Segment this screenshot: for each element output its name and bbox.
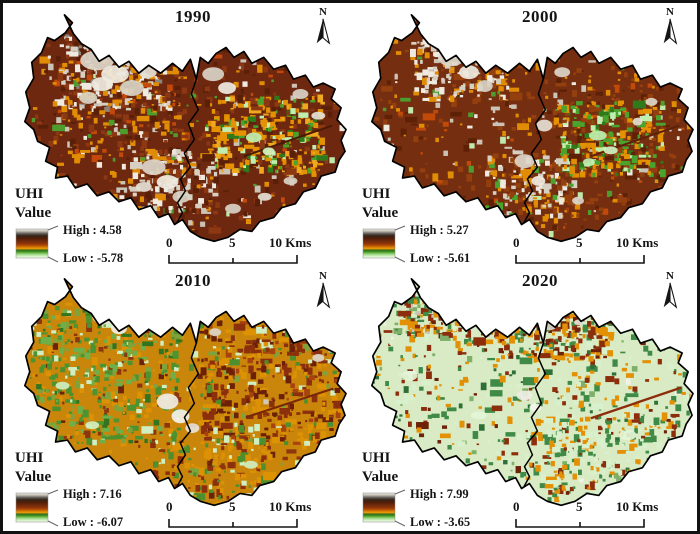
- map-legend: UHI Value High : 7.99 Low : -3.65: [362, 450, 470, 529]
- panel-2000: 2000 N UHI Value High : 5.27 Low : -5.61: [350, 3, 697, 267]
- scale-label-5: 5: [229, 499, 236, 514]
- legend-color-ramp: [362, 489, 406, 527]
- panel-2020: 2020 N UHI Value High : 7.99 Low : -3.65: [350, 267, 697, 531]
- scale-bar: 0 5 10 Kms: [510, 236, 680, 267]
- scale-label-10: 10 Kms: [269, 499, 312, 514]
- scale-label-5: 5: [576, 235, 583, 250]
- scale-label-5: 5: [576, 499, 583, 514]
- map-legend: UHI Value High : 7.16 Low : -6.07: [15, 450, 123, 529]
- scale-label-10: 10 Kms: [616, 499, 659, 514]
- legend-low-value: Low : -6.07: [63, 514, 124, 529]
- north-arrow-icon: [316, 18, 331, 45]
- legend-high-value: High : 7.16: [63, 486, 122, 501]
- legend-title: UHI: [15, 186, 44, 202]
- legend-color-ramp: [15, 489, 59, 527]
- north-label: N: [666, 6, 674, 18]
- panel-2010: 2010 N UHI Value High : 7.16 Low : -6.07: [3, 267, 350, 531]
- legend-color-ramp: [15, 225, 59, 263]
- uhi-map-2020: [370, 278, 694, 507]
- north-arrow: N: [655, 270, 685, 309]
- panel-year-title: 1990: [175, 7, 211, 26]
- legend-subtitle: Value: [15, 204, 52, 221]
- legend-high-value: High : 5.27: [410, 222, 469, 237]
- north-arrow-icon: [316, 282, 331, 309]
- legend-color-ramp: [362, 225, 406, 263]
- north-arrow-icon: [663, 18, 678, 45]
- legend-subtitle: Value: [15, 468, 52, 485]
- north-arrow-icon: [663, 282, 678, 309]
- scale-bar-icon: [515, 519, 645, 528]
- scale-label-10: 10 Kms: [616, 235, 659, 250]
- uhi-map-2010: [23, 278, 347, 507]
- north-label: N: [319, 270, 327, 282]
- panel-year-title: 2010: [175, 271, 211, 290]
- legend-low-value: Low : -5.78: [63, 250, 124, 265]
- legend-low-value: Low : -3.65: [410, 514, 471, 529]
- scale-bar-icon: [168, 255, 298, 264]
- north-label: N: [666, 270, 674, 282]
- north-arrow: N: [308, 6, 338, 45]
- scale-bar-icon: [515, 255, 645, 264]
- legend-title: UHI: [362, 186, 391, 202]
- uhi-map-2000: [370, 14, 694, 243]
- legend-low-value: Low : -5.61: [410, 250, 471, 265]
- legend-title: UHI: [362, 450, 391, 466]
- legend-high-value: High : 4.58: [63, 222, 122, 237]
- scale-label-0: 0: [166, 235, 173, 250]
- scale-bar: 0 5 10 Kms: [510, 500, 680, 531]
- panel-1990: 1990 N UHI Value High : 4.58 Low : -5.78: [3, 3, 350, 267]
- scale-label-5: 5: [229, 235, 236, 250]
- scale-bar-icon: [168, 519, 298, 528]
- legend-high-value: High : 7.99: [410, 486, 469, 501]
- scale-label-0: 0: [166, 499, 173, 514]
- scale-label-10: 10 Kms: [269, 235, 312, 250]
- scale-bar: 0 5 10 Kms: [163, 236, 333, 267]
- map-legend: UHI Value High : 5.27 Low : -5.61: [362, 186, 470, 265]
- north-label: N: [319, 6, 327, 18]
- scale-bar: 0 5 10 Kms: [163, 500, 333, 531]
- north-arrow: N: [655, 6, 685, 45]
- north-arrow: N: [308, 270, 338, 309]
- panel-year-title: 2000: [522, 7, 558, 26]
- uhi-map-1990: [23, 14, 347, 243]
- scale-label-0: 0: [513, 499, 520, 514]
- panel-year-title: 2020: [522, 271, 558, 290]
- scale-label-0: 0: [513, 235, 520, 250]
- legend-title: UHI: [15, 450, 44, 466]
- legend-subtitle: Value: [362, 204, 399, 221]
- legend-subtitle: Value: [362, 468, 399, 485]
- map-legend: UHI Value High : 4.58 Low : -5.78: [15, 186, 123, 265]
